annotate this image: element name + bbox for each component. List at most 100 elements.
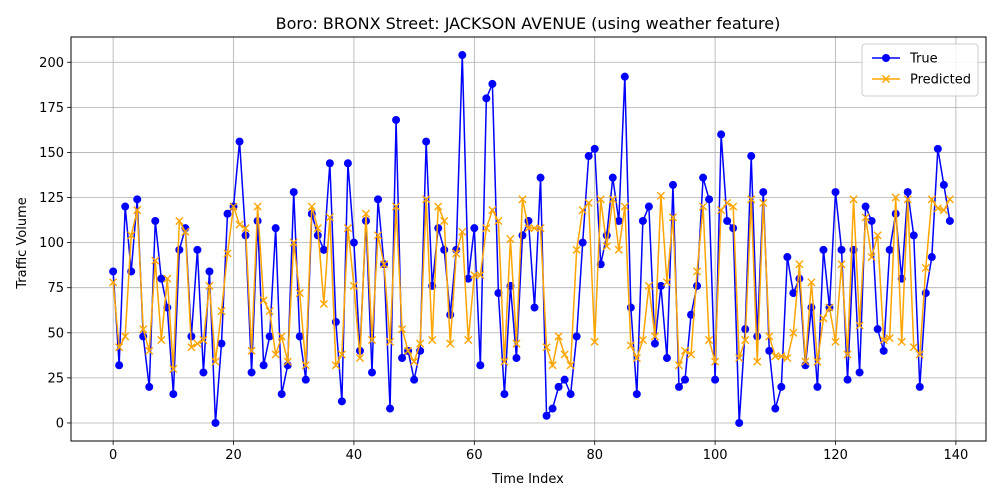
y-axis-title: Traffic Volume	[15, 197, 30, 290]
data-point-predicted	[440, 216, 449, 226]
data-point-predicted	[410, 357, 419, 366]
data-point-predicted	[175, 216, 184, 226]
data-point-true	[614, 216, 623, 225]
data-point-true	[560, 375, 569, 384]
data-point-predicted	[578, 206, 587, 215]
data-point-true	[765, 346, 774, 355]
data-point-true	[410, 375, 419, 384]
data-point-predicted	[680, 346, 690, 355]
data-point-predicted	[939, 206, 948, 215]
data-point-predicted	[391, 202, 401, 211]
data-point-true	[927, 253, 936, 262]
x-tick-label: 40	[346, 448, 363, 463]
data-point-predicted	[476, 270, 485, 280]
data-point-predicted	[500, 357, 509, 366]
data-point-true	[777, 382, 786, 391]
data-point-true	[572, 332, 581, 341]
data-point-true	[133, 195, 142, 204]
data-point-predicted	[247, 346, 256, 355]
data-point-predicted	[385, 337, 395, 346]
data-point-predicted	[554, 332, 563, 341]
data-point-true	[699, 173, 708, 182]
axis-ticks: 0 20 40 60 80 100 120 140 0 25 50 75 100 125 150 175 200	[39, 56, 968, 463]
data-point-predicted	[692, 267, 702, 276]
data-point-predicted	[620, 202, 629, 211]
series-line-predicted	[112, 195, 951, 369]
data-point-true	[193, 245, 202, 254]
data-point-predicted	[301, 361, 310, 370]
data-point-predicted	[313, 224, 322, 233]
y-tick-label: 150	[39, 146, 64, 161]
data-point-predicted	[897, 337, 906, 346]
y-tick-label: 50	[47, 326, 64, 341]
data-point-true	[398, 354, 407, 363]
data-point-predicted	[759, 198, 768, 208]
data-point-true	[909, 231, 918, 240]
x-tick-label: 20	[225, 448, 242, 463]
data-point-true	[705, 195, 714, 204]
data-point-predicted	[747, 195, 756, 204]
data-point-predicted	[295, 289, 304, 298]
data-point-predicted	[307, 202, 316, 211]
data-point-predicted	[452, 249, 461, 258]
data-point-predicted	[458, 227, 467, 236]
data-point-true	[566, 390, 575, 399]
data-point-predicted	[530, 224, 539, 233]
data-point-predicted	[855, 321, 864, 330]
data-point-predicted	[343, 224, 353, 233]
data-point-predicted	[795, 260, 804, 269]
data-point-predicted	[548, 361, 557, 370]
data-point-true	[939, 180, 948, 189]
legend: True Predicted	[861, 43, 979, 97]
data-point-predicted	[482, 224, 491, 233]
data-point-true	[681, 375, 690, 384]
data-point-predicted	[735, 353, 744, 363]
data-point-true	[789, 289, 798, 298]
data-point-true	[175, 245, 184, 254]
data-point-predicted	[145, 346, 154, 355]
data-point-true	[578, 238, 587, 247]
data-point-predicted	[488, 206, 497, 215]
data-point-true	[277, 390, 286, 399]
data-point-true	[855, 368, 864, 377]
data-point-true	[518, 231, 527, 240]
data-point-predicted	[181, 227, 190, 236]
data-point-predicted	[668, 213, 678, 222]
legend-box	[861, 43, 979, 97]
data-point-true	[662, 354, 671, 363]
series-true	[109, 51, 954, 427]
data-point-true	[723, 216, 732, 225]
y-tick-label: 100	[39, 236, 64, 251]
data-point-predicted	[199, 335, 208, 345]
data-point-predicted	[494, 216, 503, 226]
data-point-predicted	[873, 231, 882, 240]
data-point-true	[885, 245, 894, 254]
data-point-true	[783, 253, 792, 262]
data-point-predicted	[524, 224, 533, 233]
data-point-true	[735, 418, 744, 427]
data-point-true	[638, 216, 647, 225]
data-point-true	[945, 216, 954, 225]
x-axis-title: Time Index	[491, 472, 564, 487]
data-point-predicted	[289, 238, 298, 247]
data-point-true	[211, 418, 220, 427]
data-point-true	[121, 202, 130, 211]
data-point-predicted	[464, 335, 473, 345]
data-point-true	[151, 216, 160, 225]
data-point-predicted	[885, 334, 894, 343]
data-point-predicted	[518, 195, 527, 204]
data-point-predicted	[283, 357, 292, 366]
data-point-predicted	[590, 337, 599, 346]
data-point-predicted	[831, 337, 840, 346]
data-point-true	[247, 368, 256, 377]
data-point-predicted	[349, 281, 359, 290]
data-point-true	[476, 361, 485, 370]
data-point-true	[169, 390, 178, 399]
x-tick-label: 140	[943, 448, 968, 463]
data-point-predicted	[560, 350, 569, 359]
data-point-predicted	[717, 206, 726, 215]
data-point-true	[374, 195, 383, 204]
data-point-predicted	[139, 325, 148, 334]
data-point-predicted	[121, 332, 130, 341]
data-point-predicted	[807, 278, 816, 287]
